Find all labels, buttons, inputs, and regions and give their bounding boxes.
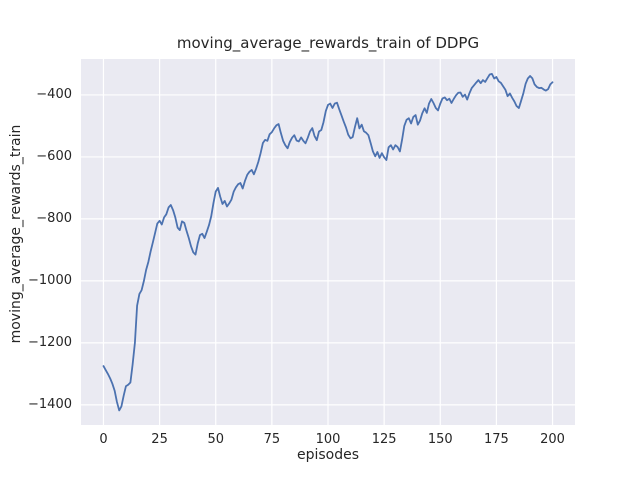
y-tick-label: −800 <box>36 210 72 226</box>
y-tick-label: −1000 <box>28 272 72 288</box>
y-tick-label: −1400 <box>28 396 72 412</box>
x-tick-label: 25 <box>151 432 168 447</box>
y-tick-label: −600 <box>36 148 72 164</box>
x-tick-label: 150 <box>427 432 453 447</box>
x-axis-label: episodes <box>296 447 360 463</box>
x-tick-label: 0 <box>99 432 108 447</box>
y-tick-label: −1200 <box>28 334 72 350</box>
x-tick-label: 75 <box>263 432 281 447</box>
chart-title: moving_average_rewards_train of DDPG <box>176 34 480 52</box>
x-tick-label: 175 <box>483 432 509 447</box>
x-tick-label: 100 <box>315 432 341 447</box>
x-tick-label: 50 <box>207 432 224 447</box>
y-tick-label: −400 <box>36 86 72 102</box>
line-series-moving-average-rewards-train <box>102 73 554 412</box>
x-tick-label: 200 <box>540 432 565 447</box>
x-tick-label: 125 <box>371 432 397 447</box>
